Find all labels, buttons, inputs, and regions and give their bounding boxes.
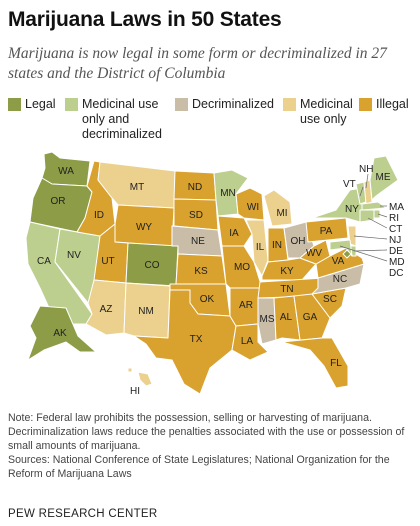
state-label-OR: OR: [51, 196, 66, 207]
state-label-FL: FL: [330, 358, 342, 369]
state-label-WV: WV: [306, 248, 322, 259]
callout-label-VT: VT: [343, 179, 356, 190]
callout-leaders: [339, 173, 388, 262]
leader-NJ: [353, 235, 388, 240]
state-label-CO: CO: [145, 260, 160, 271]
callout-labels: NH VT MA RI CT NJ DE MD DC HI: [130, 164, 405, 397]
legend-label-medicinal-decriminalized: Medicinal use only and decriminalized: [82, 97, 162, 141]
state-label-KY: KY: [280, 266, 294, 277]
legend-item-medicinal: Medicinal use only: [283, 97, 353, 127]
state-label-AZ: AZ: [100, 304, 113, 315]
state-label-CA: CA: [37, 256, 51, 267]
callout-label-MA: MA: [389, 202, 404, 213]
state-label-GA: GA: [303, 312, 318, 323]
state-label-KS: KS: [194, 266, 208, 277]
legend-swatch-illegal: [359, 98, 372, 111]
state-label-WI: WI: [247, 202, 259, 213]
state-label-NM: NM: [138, 306, 154, 317]
chart-title: Marijuana Laws in 50 States: [8, 8, 282, 31]
callout-label-DE: DE: [389, 246, 403, 257]
leader-MD: [339, 245, 388, 262]
callout-label-DC: DC: [389, 268, 403, 279]
state-TX[interactable]: [133, 289, 237, 395]
state-label-IA: IA: [229, 228, 239, 239]
state-label-NY: NY: [345, 204, 359, 215]
note-text: Note: Federal law prohibits the possessi…: [8, 412, 405, 452]
legend-swatch-medicinal-decriminalized: [65, 98, 78, 111]
legend-item-legal: Legal: [8, 97, 56, 112]
state-MS[interactable]: [257, 297, 277, 345]
legend-swatch-medicinal: [283, 98, 296, 111]
state-label-VA: VA: [332, 256, 345, 267]
callout-label-NH: NH: [359, 164, 373, 175]
state-label-MS: MS: [260, 314, 275, 325]
us-map-svg: WA OR CA NV ID MT WY UT CO AZ NM ND SD N…: [25, 151, 405, 397]
state-label-AL: AL: [280, 312, 293, 323]
legend-label-legal: Legal: [25, 97, 56, 111]
state-label-ID: ID: [94, 210, 104, 221]
leader-NH: [365, 173, 369, 189]
legend-swatch-decriminalized: [175, 98, 188, 111]
chart-subtitle: Marijuana is now legal in some form or d…: [8, 45, 387, 82]
legend-label-decriminalized: Decriminalized: [192, 97, 274, 111]
us-map: WA OR CA NV ID MT WY UT CO AZ NM ND SD N…: [0, 138, 420, 403]
state-label-MN: MN: [220, 188, 236, 199]
leader-CT: [367, 217, 388, 229]
state-GA[interactable]: [293, 293, 331, 341]
state-label-ND: ND: [188, 182, 202, 193]
state-label-WA: WA: [58, 166, 74, 177]
state-label-OK: OK: [200, 294, 215, 305]
state-label-PA: PA: [320, 226, 333, 237]
state-AK[interactable]: [27, 305, 97, 361]
state-MI[interactable]: [263, 189, 293, 227]
state-IA[interactable]: [217, 215, 253, 247]
state-MA[interactable]: [361, 201, 387, 211]
callout-label-RI: RI: [389, 213, 399, 224]
state-label-WY: WY: [136, 222, 152, 233]
sources-text: Sources: National Conference of State Le…: [8, 454, 390, 480]
state-PA[interactable]: [305, 217, 349, 243]
callout-label-MD: MD: [389, 257, 405, 268]
state-label-MT: MT: [130, 182, 144, 193]
leader-RI: [377, 213, 388, 218]
leader-DE: [353, 249, 388, 252]
state-label-TN: TN: [280, 284, 293, 295]
callout-label-HI: HI: [130, 386, 140, 397]
callout-label-NJ: NJ: [389, 235, 401, 246]
state-label-SC: SC: [323, 294, 337, 305]
state-label-SD: SD: [189, 210, 203, 221]
state-label-OH: OH: [291, 236, 306, 247]
legend-item-medicinal-decriminalized: Medicinal use only and decriminalized: [65, 97, 162, 142]
state-label-LA: LA: [241, 336, 254, 347]
state-label-AK: AK: [53, 328, 67, 339]
state-label-ME: ME: [376, 172, 391, 183]
notes: Note: Federal law prohibits the possessi…: [8, 411, 418, 481]
state-HI[interactable]: [127, 367, 153, 387]
legend-item-decriminalized: Decriminalized: [175, 97, 274, 112]
state-label-NE: NE: [191, 236, 205, 247]
state-ME[interactable]: [369, 155, 399, 201]
state-label-NC: NC: [333, 274, 347, 285]
callout-label-CT: CT: [389, 224, 402, 235]
state-label-IL: IL: [256, 242, 265, 253]
state-label-MO: MO: [234, 262, 250, 273]
state-label-NV: NV: [67, 250, 81, 261]
state-FL[interactable]: [281, 337, 349, 389]
state-DC[interactable]: [342, 249, 352, 259]
state-AL[interactable]: [273, 295, 301, 341]
state-label-UT: UT: [101, 256, 114, 267]
state-WV[interactable]: [299, 239, 331, 265]
state-label-MI: MI: [276, 208, 287, 219]
legend-item-illegal: Illegal: [359, 97, 409, 112]
state-label-TX: TX: [190, 334, 203, 345]
legend: Legal Medicinal use only and decriminali…: [8, 97, 418, 141]
legend-label-illegal: Illegal: [376, 97, 409, 111]
state-labels: WA OR CA NV ID MT WY UT CO AZ NM ND SD N…: [37, 166, 391, 369]
source-label: PEW RESEARCH CENTER: [8, 508, 158, 520]
legend-swatch-legal: [8, 98, 21, 111]
legend-label-medicinal: Medicinal use only: [300, 97, 353, 126]
state-label-IN: IN: [272, 240, 282, 251]
state-label-AR: AR: [239, 300, 253, 311]
leader-VT: [359, 186, 364, 197]
